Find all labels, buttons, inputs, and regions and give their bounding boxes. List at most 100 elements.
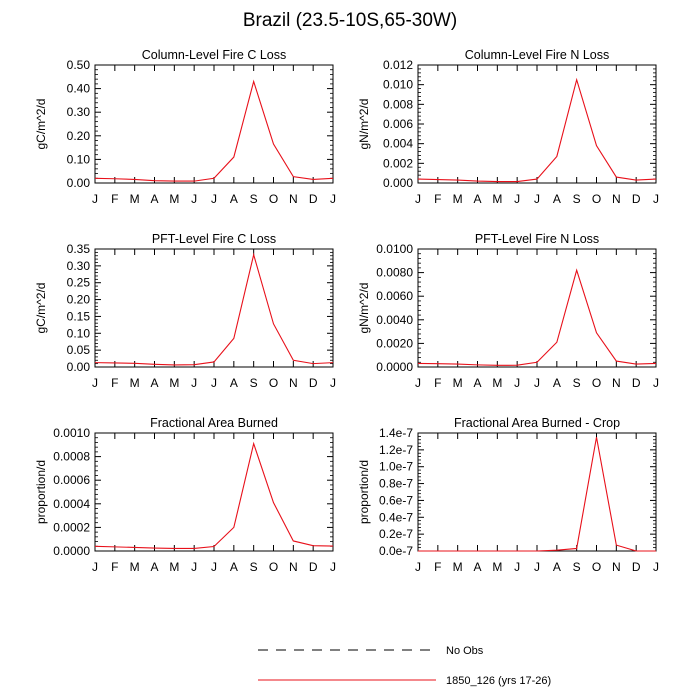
y-axis-label: gN/m^2/d — [357, 283, 371, 334]
x-tick-label: M — [169, 560, 179, 574]
x-tick-label: J — [653, 192, 659, 206]
x-tick-label: J — [330, 192, 336, 206]
x-tick-label: A — [230, 376, 238, 390]
x-tick-label: J — [92, 376, 98, 390]
plot-frame — [94, 248, 334, 368]
x-tick-label: O — [269, 376, 278, 390]
series-line-model — [94, 79, 334, 182]
x-tick-label: J — [330, 560, 336, 574]
y-tick-label: 0.00 — [67, 360, 91, 374]
y-tick-label: 0.0100 — [376, 242, 413, 256]
x-tick-label: A — [553, 376, 561, 390]
x-tick-label: S — [573, 376, 581, 390]
y-tick-label: 0.0008 — [53, 450, 90, 464]
x-tick-label: J — [92, 560, 98, 574]
plot-frame — [417, 64, 657, 184]
y-tick-label: 0.25 — [67, 276, 91, 290]
x-tick-label: A — [150, 376, 158, 390]
panel-4: PFT-Level Fire N Loss 0.0000 0.0020 0.0040 0… — [357, 232, 659, 390]
x-tick-label: D — [632, 376, 641, 390]
y-tick-label: 0.0e-7 — [379, 544, 413, 558]
y-tick-label: 0.0080 — [376, 266, 413, 280]
x-tick-label: D — [309, 560, 318, 574]
y-tick-label: 0.002 — [383, 156, 413, 170]
x-tick-label: O — [269, 560, 278, 574]
x-tick-label: D — [632, 560, 641, 574]
x-tick-label: J — [211, 560, 217, 574]
x-tick-label: O — [592, 192, 601, 206]
x-tick-label: D — [309, 192, 318, 206]
y-tick-label: 0.006 — [383, 117, 413, 131]
x-tick-label: S — [250, 376, 258, 390]
x-tick-label: O — [269, 192, 278, 206]
x-tick-label: F — [111, 560, 118, 574]
x-tick-label: M — [492, 560, 502, 574]
x-tick-label: J — [415, 560, 421, 574]
series-line-model — [94, 252, 334, 366]
x-tick-label: A — [553, 192, 561, 206]
panel-title: Column-Level Fire C Loss — [142, 48, 287, 62]
x-tick-label: N — [289, 192, 298, 206]
x-tick-label: N — [612, 560, 621, 574]
y-axis-label: gC/m^2/d — [34, 283, 48, 334]
x-tick-label: J — [191, 376, 197, 390]
panel-2: Column-Level Fire N Loss 0.000 0.002 0.004 0… — [357, 48, 659, 206]
y-tick-label: 0.000 — [383, 176, 413, 190]
x-tick-label: F — [111, 192, 118, 206]
y-tick-label: 0.0060 — [376, 289, 413, 303]
x-tick-label: N — [289, 560, 298, 574]
y-tick-label: 0.012 — [383, 58, 413, 72]
x-tick-label: M — [453, 560, 463, 574]
x-tick-label: A — [473, 376, 481, 390]
x-tick-label: S — [250, 192, 258, 206]
y-tick-label: 0.20 — [67, 129, 91, 143]
y-axis-label: proportion/d — [357, 460, 371, 524]
x-tick-label: J — [415, 376, 421, 390]
y-tick-label: 0.2e-7 — [379, 527, 413, 541]
x-tick-label: M — [453, 376, 463, 390]
x-tick-label: J — [191, 192, 197, 206]
series-line-model — [417, 77, 657, 183]
y-tick-label: 0.15 — [67, 309, 91, 323]
x-tick-label: D — [309, 376, 318, 390]
y-tick-label: 0.0006 — [53, 473, 90, 487]
x-tick-label: M — [130, 192, 140, 206]
y-tick-label: 0.0000 — [53, 544, 90, 558]
x-tick-label: M — [453, 192, 463, 206]
panel-1: Column-Level Fire C Loss 0.00 0.10 0.20 0.30… — [34, 48, 336, 206]
x-tick-label: N — [612, 192, 621, 206]
y-axis-label: gN/m^2/d — [357, 99, 371, 150]
x-tick-label: M — [169, 376, 179, 390]
y-tick-label: 0.8e-7 — [379, 477, 413, 491]
x-tick-label: M — [169, 192, 179, 206]
y-tick-label: 0.35 — [67, 242, 91, 256]
panel-3: PFT-Level Fire C Loss 0.00 0.05 0.10 0.15 0.2… — [34, 232, 336, 390]
y-tick-label: 0.0020 — [376, 336, 413, 350]
x-tick-label: O — [592, 560, 601, 574]
y-tick-label: 0.10 — [67, 152, 91, 166]
x-tick-label: M — [492, 192, 502, 206]
y-tick-label: 0.40 — [67, 82, 91, 96]
x-tick-label: J — [653, 560, 659, 574]
x-tick-label: J — [514, 560, 520, 574]
x-tick-label: A — [473, 560, 481, 574]
y-tick-label: 1.0e-7 — [379, 460, 413, 474]
y-tick-label: 0.05 — [67, 343, 91, 357]
x-tick-label: J — [191, 560, 197, 574]
y-tick-label: 0.00 — [67, 176, 91, 190]
y-tick-label: 0.30 — [67, 259, 91, 273]
panel-title: PFT-Level Fire C Loss — [152, 232, 276, 246]
x-tick-label: A — [473, 192, 481, 206]
y-tick-label: 0.0040 — [376, 313, 413, 327]
y-tick-label: 1.4e-7 — [379, 426, 413, 440]
x-tick-label: J — [92, 192, 98, 206]
x-tick-label: J — [534, 376, 540, 390]
panel-title: PFT-Level Fire N Loss — [475, 232, 599, 246]
y-tick-label: 0.6e-7 — [379, 493, 413, 507]
x-tick-label: N — [289, 376, 298, 390]
x-tick-label: O — [592, 376, 601, 390]
x-tick-label: J — [534, 560, 540, 574]
panel-6: Fractional Area Burned - Crop 0.0e-7 0.2e-… — [357, 416, 659, 574]
